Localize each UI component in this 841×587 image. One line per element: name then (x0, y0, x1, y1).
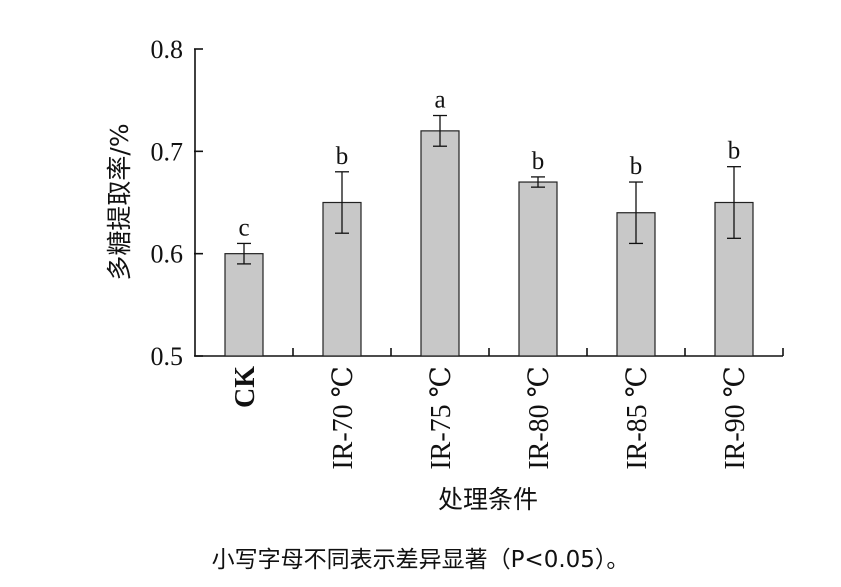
x-tick-label: IR-70 ℃ (328, 366, 359, 470)
x-tick-label: IR-90 ℃ (720, 366, 751, 470)
x-tick-label: IR-75 ℃ (426, 366, 457, 470)
significance-label: b (728, 138, 741, 165)
x-tick-label: CK (230, 366, 261, 408)
bars (224, 114, 754, 357)
bar (224, 253, 264, 357)
significance-label: b (336, 143, 349, 170)
significance-label: a (434, 87, 445, 114)
axes (194, 48, 784, 357)
y-axis-title: 多糖提取率/% (105, 123, 134, 280)
x-axis-title: 处理条件 (438, 485, 538, 514)
y-tick-label: 0.6 (151, 240, 184, 269)
significance-label: b (532, 148, 545, 175)
y-tick-label: 0.5 (151, 342, 184, 371)
x-tick-label: IR-80 ℃ (524, 366, 555, 470)
significance-label: c (238, 214, 249, 241)
y-tick-label: 0.8 (151, 35, 184, 64)
figure-caption: 小写字母不同表示差异显著（P<0.05）。 (211, 547, 630, 573)
labels: 0.5 0.6 0.7 0.8 c CK b IR-70 ℃ a IR-75 ℃ b IR-80 ℃ b… (151, 35, 752, 470)
bar (518, 181, 558, 357)
significance-label: b (630, 153, 643, 180)
y-tick-label: 0.7 (151, 137, 184, 166)
bar (420, 130, 460, 357)
x-tick-label: IR-85 ℃ (622, 366, 653, 470)
